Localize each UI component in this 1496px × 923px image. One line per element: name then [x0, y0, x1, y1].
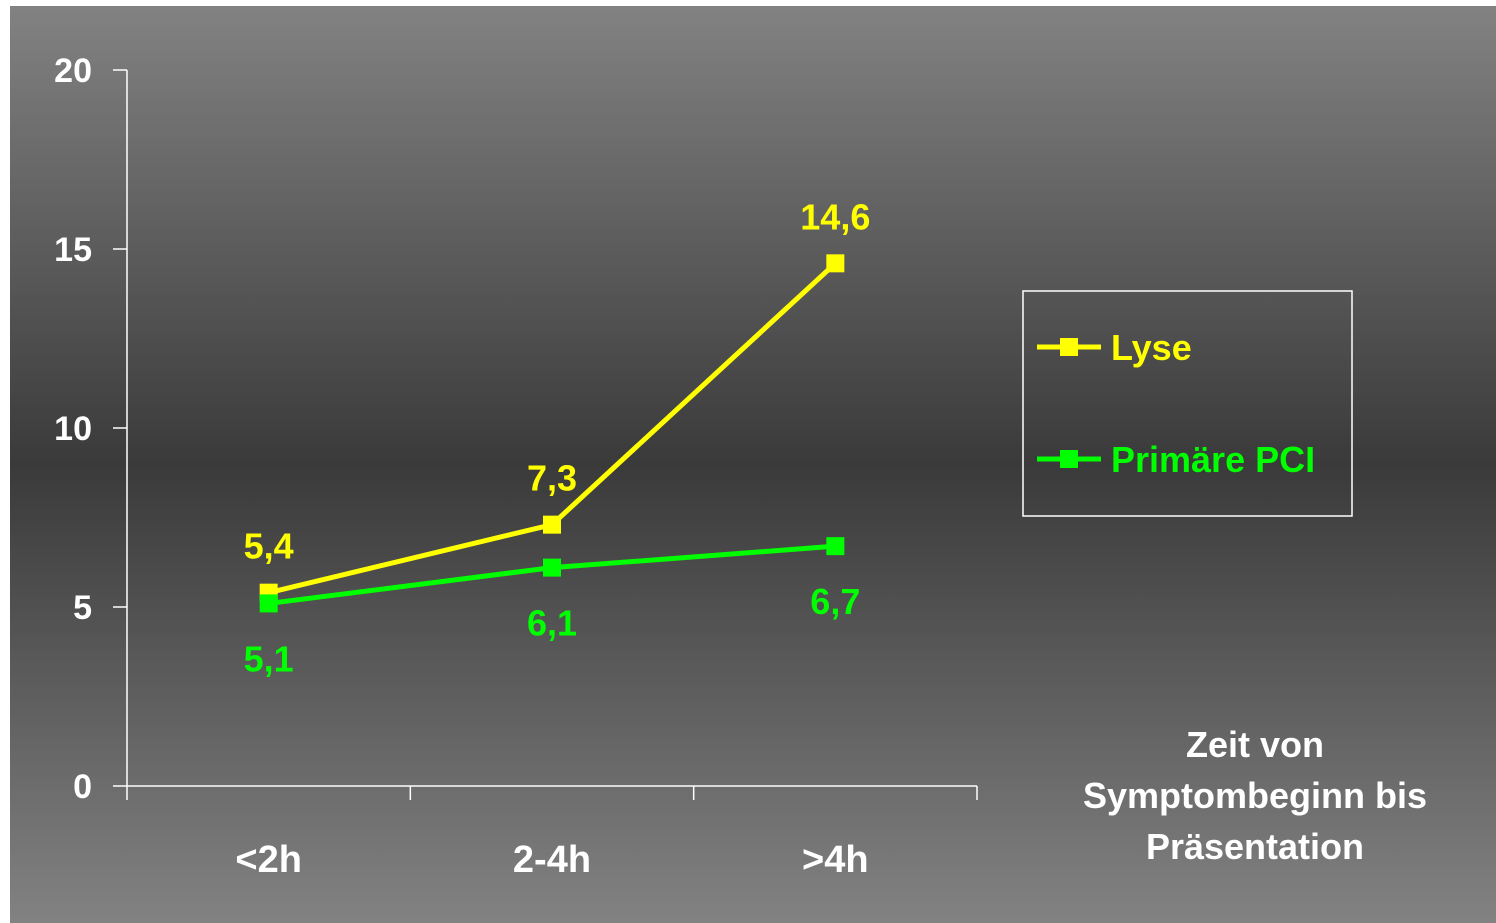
data-label-lyse: 5,4	[244, 526, 294, 567]
legend-box	[1022, 290, 1353, 517]
legend-marker-lyse	[1060, 338, 1078, 356]
x-axis-ticks: <2h 2-4h >4h	[126, 786, 978, 881]
x-axis-title: Zeit von Symptombeginn bis Präsentation	[1083, 724, 1427, 867]
x-axis-title-line-3: Präsentation	[1146, 826, 1364, 867]
legend-item-primaere-pci: Primäre PCI	[1037, 439, 1315, 480]
x-category-label: <2h	[235, 839, 302, 881]
y-tick-label: 15	[54, 231, 92, 269]
data-labels: 5,4 7,3 14,6 5,1 6,1 6,7	[244, 196, 871, 679]
data-label-primaere-pci: 6,1	[527, 603, 577, 644]
legend-item-lyse: Lyse	[1037, 327, 1192, 368]
data-point-lyse	[543, 515, 561, 534]
legend: Lyse Primäre PCI	[1022, 290, 1353, 517]
chart-background	[10, 6, 1496, 923]
y-axis-ticks: 0 5 10 15 20	[54, 52, 127, 806]
y-tick-label: 5	[73, 589, 92, 627]
data-label-primaere-pci: 6,7	[810, 581, 860, 622]
data-point-primaere-pci	[543, 558, 561, 577]
x-category-label: >4h	[802, 839, 869, 881]
series-lines	[259, 254, 845, 613]
legend-label-lyse: Lyse	[1111, 327, 1192, 368]
data-point-primaere-pci	[259, 594, 278, 613]
data-point-primaere-pci	[826, 537, 845, 556]
x-axis-title-line-2: Symptombeginn bis	[1083, 775, 1427, 816]
data-label-primaere-pci: 5,1	[244, 638, 294, 679]
x-axis-title-line-1: Zeit von	[1186, 724, 1324, 765]
data-label-lyse: 7,3	[527, 458, 577, 499]
data-point-lyse	[826, 254, 845, 273]
y-tick-label: 20	[54, 52, 92, 90]
x-category-label: 2-4h	[513, 839, 591, 881]
y-tick-label: 0	[73, 768, 92, 806]
data-label-lyse: 14,6	[800, 196, 870, 237]
legend-marker-primaere-pci	[1060, 450, 1078, 468]
legend-label-primaere-pci: Primäre PCI	[1111, 439, 1315, 480]
y-tick-label: 10	[54, 410, 92, 448]
